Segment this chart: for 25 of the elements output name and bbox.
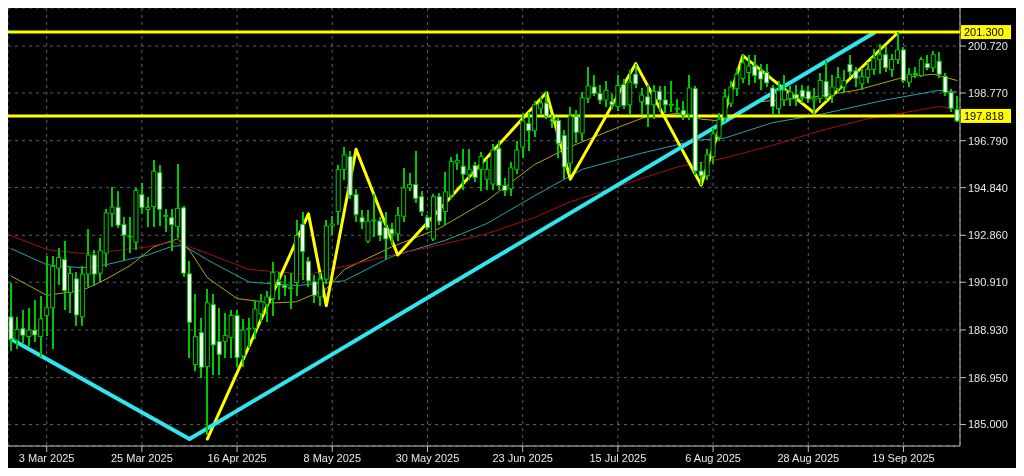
y-tick-label: 200.720 <box>968 39 1008 52</box>
ref-line-label: 201.300 <box>964 26 1004 39</box>
candlestick <box>305 257 311 287</box>
ref-line-label: 197.818 <box>964 109 1004 122</box>
y-tick-label: 196.790 <box>968 134 1008 147</box>
x-tick-label: 19 Sep 2025 <box>872 451 935 464</box>
y-tick-label: 194.840 <box>968 181 1008 194</box>
x-tick-label: 30 May 2025 <box>395 451 460 464</box>
y-tick-label: 185.000 <box>968 418 1008 431</box>
y-tick-label: 188.930 <box>968 323 1008 336</box>
candlestick <box>674 98 680 116</box>
x-tick-label: 8 May 2025 <box>303 451 362 464</box>
y-tick-label: 198.770 <box>968 86 1008 99</box>
candlestick <box>954 95 960 122</box>
x-tick-label: 6 Aug 2025 <box>685 451 741 464</box>
x-tick-label: 23 Jun 2025 <box>492 451 553 464</box>
x-tick-label: 25 Mar 2025 <box>110 451 173 464</box>
candlestick <box>163 208 169 232</box>
y-tick-label: 190.910 <box>968 276 1008 289</box>
x-tick-label: 16 Apr 2025 <box>207 451 267 464</box>
y-tick-label: 186.950 <box>968 371 1008 384</box>
x-tick-label: 15 Jul 2025 <box>589 451 647 464</box>
x-tick-label: 28 Aug 2025 <box>777 451 840 464</box>
y-tick-label: 192.860 <box>968 229 1008 242</box>
x-tick-label: 3 Mar 2025 <box>18 451 75 464</box>
